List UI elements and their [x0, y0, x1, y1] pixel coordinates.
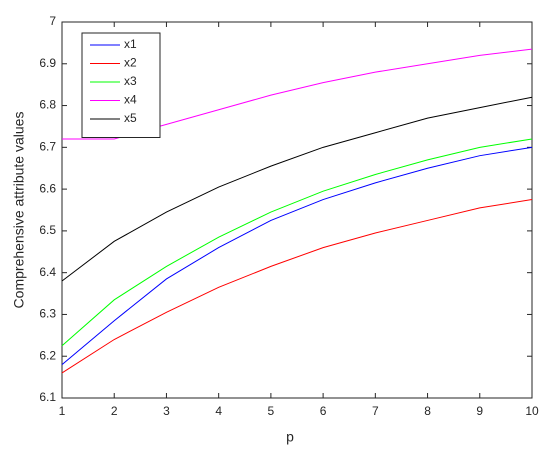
y-tick-label: 6.2 — [39, 348, 56, 362]
line-series — [61, 138, 533, 347]
x-tick-label: 9 — [476, 404, 483, 418]
line-series — [61, 146, 533, 365]
legend-label: x3 — [124, 74, 137, 88]
y-tick-label: 6.3 — [39, 307, 56, 321]
y-tick-label: 6.6 — [39, 181, 56, 195]
legend-label: x1 — [124, 37, 137, 51]
y-tick-label: 6.5 — [39, 223, 56, 237]
x-tick-label: 3 — [163, 404, 170, 418]
legend-box — [81, 32, 161, 138]
legend-label: x4 — [124, 93, 137, 107]
x-tick-label: 6 — [320, 404, 327, 418]
y-tick-label: 6.4 — [39, 265, 56, 279]
x-tick-label: 5 — [268, 404, 275, 418]
x-tick-label: 7 — [372, 404, 379, 418]
x-tick-label: 4 — [215, 404, 222, 418]
y-axis-label: Comprehensive attribute values — [11, 112, 27, 309]
line-series — [61, 96, 533, 282]
legend-label: x5 — [124, 111, 137, 125]
y-tick-label: 6.7 — [39, 140, 56, 154]
y-tick-label: 6.8 — [39, 98, 56, 112]
line-series — [61, 199, 533, 374]
y-tick-label: 6.9 — [39, 56, 56, 70]
legend-label: x2 — [124, 56, 137, 70]
x-tick-label: 1 — [59, 404, 66, 418]
y-tick-label: 7 — [49, 14, 56, 28]
x-tick-label: 8 — [424, 404, 431, 418]
y-tick-label: 6.1 — [39, 390, 56, 404]
x-axis-label: p — [286, 429, 294, 445]
x-tick-label: 10 — [525, 404, 539, 418]
x-tick-label: 2 — [111, 404, 118, 418]
